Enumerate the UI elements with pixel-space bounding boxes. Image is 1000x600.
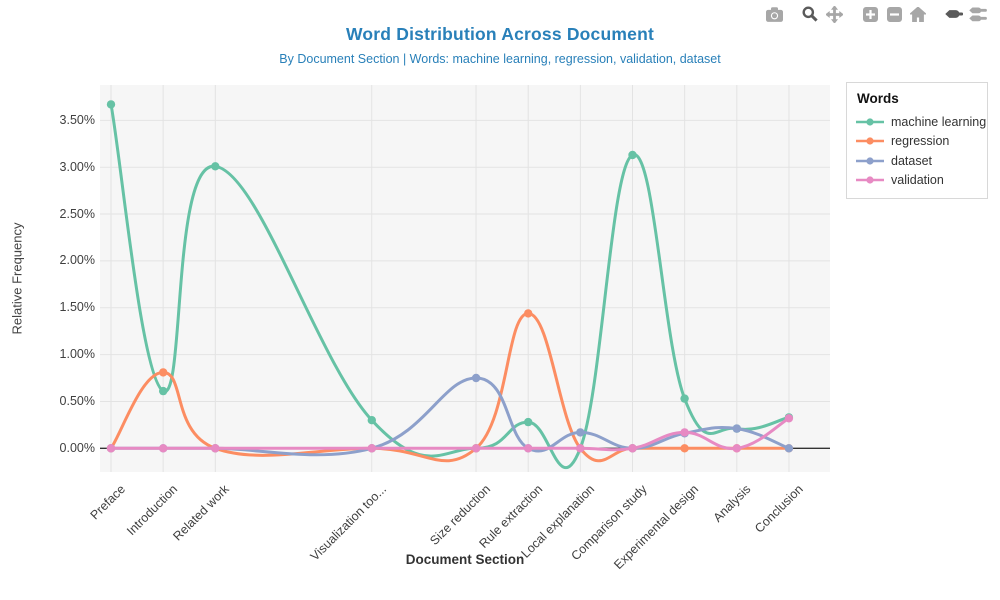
y-tick-label: 0.50% — [59, 393, 95, 408]
chart-subtitle: By Document Section | Words: machine lea… — [279, 52, 721, 66]
series-marker-validation[interactable] — [784, 414, 794, 423]
series-marker-machine-learning[interactable] — [159, 386, 168, 396]
series-marker-validation[interactable] — [576, 444, 585, 453]
series-marker-dataset[interactable] — [784, 444, 794, 453]
series-marker-machine-learning[interactable] — [680, 394, 689, 403]
legend-title: Words — [857, 91, 899, 106]
series-marker-machine-learning[interactable] — [367, 416, 376, 425]
series-marker-regression[interactable] — [680, 444, 689, 453]
camera-icon[interactable] — [762, 4, 786, 24]
y-tick-label: 2.00% — [59, 253, 95, 268]
series-marker-regression[interactable] — [159, 368, 168, 377]
home-icon[interactable] — [906, 4, 930, 24]
series-marker-validation[interactable] — [524, 444, 533, 453]
legend-item-validation[interactable]: validation — [855, 171, 979, 191]
series-marker-validation[interactable] — [159, 444, 168, 453]
series-marker-dataset[interactable] — [471, 373, 481, 383]
series-marker-machine-learning[interactable] — [524, 417, 533, 427]
legend-item-machine-learning[interactable]: machine learning — [855, 112, 986, 132]
legend-item-dataset[interactable]: dataset — [855, 151, 979, 171]
series-marker-machine-learning[interactable] — [211, 162, 220, 171]
zoom-in-icon[interactable] — [858, 4, 882, 24]
pan-icon[interactable] — [822, 4, 846, 24]
series-line-validation[interactable] — [109, 416, 791, 452]
legend-item-label: dataset — [891, 153, 933, 168]
series-marker-regression[interactable] — [524, 309, 533, 318]
chart-title: Word Distribution Across Document — [345, 24, 654, 44]
plot-background[interactable] — [100, 85, 830, 472]
y-axis-title: Relative Frequency — [9, 222, 25, 335]
y-tick-label: 1.00% — [59, 347, 95, 362]
legend-swatch-icon — [856, 176, 884, 184]
y-tick-label: 1.50% — [59, 300, 95, 315]
series-marker-dataset[interactable] — [576, 428, 585, 437]
series-marker-validation[interactable] — [628, 444, 637, 453]
legend-item-regression[interactable]: regression — [855, 132, 979, 152]
series-marker-machine-learning[interactable] — [106, 100, 116, 109]
zoom-out-icon[interactable] — [882, 4, 906, 24]
hover-closest-icon[interactable] — [942, 4, 966, 24]
y-tick-label: 2.50% — [59, 206, 95, 221]
legend-swatch-icon — [856, 137, 884, 145]
series-marker-validation[interactable] — [732, 444, 741, 453]
legend-item-label: regression — [891, 134, 950, 149]
legend-swatch-icon — [856, 157, 884, 165]
series-line-machine-learning[interactable] — [109, 102, 791, 470]
x-axis-title: Document Section — [405, 552, 525, 567]
series-marker-validation[interactable] — [211, 444, 220, 453]
legend-swatch-icon — [856, 118, 884, 126]
legend-item-label: machine learning — [891, 114, 987, 129]
series-marker-validation[interactable] — [471, 444, 481, 453]
modebar — [762, 4, 990, 24]
series-marker-machine-learning[interactable] — [628, 150, 637, 160]
y-tick-label: 3.00% — [59, 159, 95, 174]
series-marker-validation[interactable] — [367, 444, 376, 453]
legend-items: machine learning regression dataset validat… — [855, 112, 986, 191]
legend: Words machine learning regression dataset v… — [846, 82, 988, 199]
y-tick-label: 3.50% — [59, 112, 95, 127]
series-marker-dataset[interactable] — [732, 424, 741, 433]
y-tick-label: 0.00% — [59, 440, 95, 455]
series-marker-validation[interactable] — [680, 428, 689, 437]
hover-compare-icon[interactable] — [966, 4, 990, 24]
legend-item-label: validation — [891, 173, 944, 188]
series-marker-validation[interactable] — [106, 444, 116, 453]
zoom-icon[interactable] — [798, 4, 822, 24]
